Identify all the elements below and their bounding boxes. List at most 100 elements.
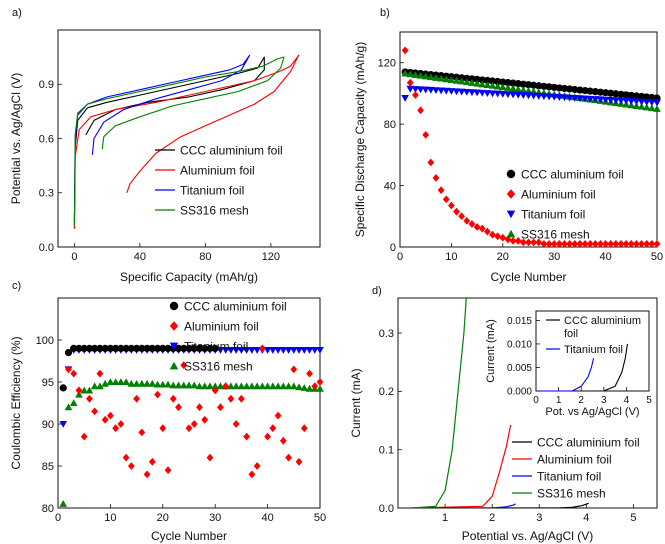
- data-point: [606, 97, 615, 104]
- data-point: [263, 382, 272, 390]
- data-point: [463, 88, 471, 96]
- data-point: [75, 344, 83, 352]
- inset-x-tick-label: 4: [624, 395, 630, 406]
- data-point: [427, 73, 435, 81]
- data-point: [432, 173, 440, 182]
- data-point: [258, 382, 267, 390]
- data-point: [138, 344, 146, 352]
- data-point: [300, 424, 308, 433]
- data-point: [483, 227, 491, 236]
- legend-marker-3: [506, 210, 516, 219]
- data-point: [457, 88, 466, 96]
- data-point: [227, 394, 235, 403]
- data-point: [422, 130, 430, 139]
- x-tick-label: 10: [104, 512, 116, 524]
- data-point: [258, 344, 266, 353]
- data-point: [164, 466, 172, 475]
- y-tick-label: 0.0: [379, 503, 394, 515]
- panel-label: b): [380, 7, 390, 19]
- x-tick-label: 4: [583, 512, 589, 524]
- legend-marker-4: [169, 361, 179, 370]
- data-point: [174, 344, 183, 352]
- data-point: [406, 78, 414, 87]
- legend-label: Aluminium foil: [521, 187, 596, 201]
- data-point: [284, 382, 293, 390]
- data-point: [295, 347, 303, 354]
- data-point: [401, 46, 409, 55]
- data-point: [195, 382, 204, 390]
- data-point: [478, 224, 486, 233]
- data-point: [642, 99, 651, 106]
- data-point: [401, 69, 409, 77]
- data-point: [493, 90, 502, 98]
- data-point: [127, 462, 135, 470]
- inset-y-tick-label: 0.005: [507, 363, 532, 374]
- data-point: [201, 415, 209, 424]
- data-point: [190, 420, 198, 428]
- data-point: [85, 344, 94, 352]
- data-point: [622, 97, 630, 105]
- data-point: [530, 238, 538, 247]
- data-point: [248, 347, 256, 354]
- data-point: [586, 95, 594, 103]
- x-tick-label: 80: [199, 251, 211, 263]
- legend-marker-1: [169, 301, 179, 311]
- data-point: [86, 394, 93, 403]
- data-point: [96, 344, 104, 352]
- data-point: [106, 378, 115, 386]
- data-point: [509, 91, 517, 99]
- data-point: [453, 207, 460, 216]
- y-tick-label: 85: [42, 461, 54, 473]
- legend-marker-4: [506, 229, 516, 238]
- data-point: [416, 86, 425, 94]
- data-point: [65, 365, 72, 374]
- data-point: [211, 344, 219, 352]
- x-tick-label: 0: [55, 512, 61, 524]
- series-line-1: [73, 56, 265, 226]
- data-point: [80, 432, 88, 441]
- data-point: [468, 79, 476, 86]
- y-tick-label: 0.3: [39, 188, 54, 200]
- legend-label: Titanium foil: [184, 339, 248, 353]
- data-point: [442, 195, 450, 204]
- series-line-2: [412, 423, 512, 508]
- data-point: [494, 232, 502, 241]
- data-point: [305, 384, 314, 392]
- data-point: [632, 102, 641, 109]
- data-point: [59, 384, 67, 392]
- legend-label: Titanium foil: [180, 183, 244, 197]
- legend-label: SS316 mesh: [521, 227, 590, 241]
- data-point: [284, 347, 293, 354]
- data-point: [638, 240, 645, 248]
- data-point: [133, 394, 140, 403]
- data-point: [132, 379, 141, 387]
- data-point: [91, 407, 99, 416]
- data-point: [222, 382, 230, 391]
- data-point: [300, 347, 309, 354]
- data-point: [279, 436, 287, 445]
- data-point: [242, 382, 251, 390]
- data-point: [545, 93, 553, 101]
- x-axis-label: Cycle Number: [151, 529, 227, 543]
- data-point: [263, 347, 272, 354]
- data-point: [316, 347, 324, 354]
- data-point: [59, 420, 68, 428]
- data-point: [412, 91, 419, 99]
- data-point: [216, 382, 225, 390]
- data-point: [96, 369, 104, 378]
- inset-y-tick-label: 0.000: [507, 387, 532, 398]
- legend-marker-2: [169, 321, 179, 331]
- data-point: [463, 216, 471, 225]
- data-point: [591, 96, 600, 103]
- data-point: [175, 403, 182, 412]
- data-point: [642, 103, 651, 111]
- data-point: [138, 428, 146, 437]
- data-point: [504, 235, 512, 244]
- data-point: [442, 75, 451, 83]
- data-point: [555, 240, 563, 248]
- x-tick-label: 40: [261, 512, 273, 524]
- data-point: [463, 78, 471, 86]
- data-point: [290, 382, 298, 390]
- data-point: [457, 77, 466, 85]
